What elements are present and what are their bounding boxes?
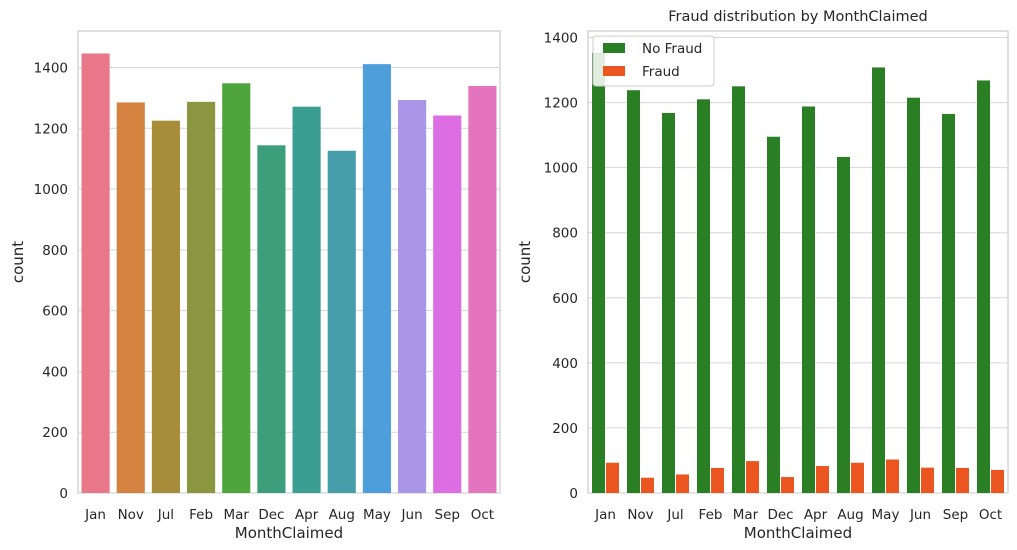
y-tick-label: 1400 — [34, 60, 68, 76]
x-tick-label: Jul — [666, 507, 683, 523]
bar — [433, 115, 462, 493]
bar — [81, 53, 110, 494]
chart-monthclaimed-count: Jan Nov Jul Feb Mar Dec Apr Aug May Jun Sep Oct 0 20… — [9, 30, 501, 542]
x-tick-label: Nov — [627, 507, 653, 523]
y-tick-label: 800 — [42, 243, 68, 259]
x-tick-label: Aug — [837, 507, 863, 523]
bar-fraud — [851, 462, 864, 493]
bar-fraud — [606, 462, 619, 493]
y-tick-labels: 0 200 400 600 800 1000 1200 1400 — [544, 31, 578, 502]
y-tick-label: 1000 — [34, 182, 68, 198]
y-tick-label: 400 — [42, 364, 68, 380]
x-tick-label: Apr — [295, 507, 319, 523]
y-axis-label: count — [9, 241, 27, 283]
x-tick-label: Mar — [224, 507, 250, 523]
bar-fraud — [991, 469, 1004, 493]
y-tick-label: 0 — [59, 486, 68, 502]
y-tick-label: 400 — [552, 356, 578, 372]
bar-fraud — [921, 467, 934, 493]
bar — [362, 64, 391, 494]
bars — [81, 53, 497, 494]
y-tick-label: 800 — [552, 226, 578, 242]
legend: No Fraud Fraud — [592, 35, 715, 87]
bar-no-fraud — [942, 113, 955, 494]
y-tick-labels: 0 200 400 600 800 1000 1200 1400 — [34, 60, 68, 502]
bar-fraud — [676, 474, 689, 493]
x-tick-label: Aug — [329, 507, 355, 523]
bar-no-fraud — [662, 112, 675, 493]
bar-no-fraud — [907, 97, 920, 494]
bar-no-fraud — [872, 67, 885, 493]
y-tick-label: 1400 — [544, 31, 578, 47]
bar-no-fraud — [802, 106, 815, 493]
chart-title: Fraud distribution by MonthClaimed — [668, 9, 928, 25]
x-tick-label: Jul — [157, 507, 174, 523]
y-tick-label: 1200 — [34, 121, 68, 137]
bar — [327, 150, 356, 494]
bar-fraud — [886, 459, 899, 493]
gridlines — [78, 66, 500, 494]
x-tick-label: Apr — [804, 507, 828, 523]
plot-area — [587, 30, 1009, 494]
x-tick-labels: Jan Nov Jul Feb Mar Dec Apr Aug May Jun Sep Oct — [84, 507, 494, 523]
bar-no-fraud — [767, 136, 780, 493]
bars — [592, 52, 1004, 494]
x-tick-label: Sep — [943, 507, 968, 523]
x-tick-label: Jun — [401, 507, 423, 523]
bar — [116, 102, 145, 493]
bar — [222, 83, 251, 494]
y-tick-label: 1200 — [544, 96, 578, 112]
plot-area — [77, 30, 501, 494]
x-tick-label: Jun — [909, 507, 931, 523]
bar-fraud — [816, 465, 829, 493]
y-tick-label: 0 — [569, 486, 578, 502]
x-tick-label: Dec — [767, 507, 793, 523]
bar-no-fraud — [977, 80, 990, 493]
x-tick-label: Mar — [733, 507, 759, 523]
y-tick-label: 200 — [42, 425, 68, 441]
y-tick-label: 600 — [552, 291, 578, 307]
x-tick-label: May — [363, 507, 391, 523]
bar — [468, 86, 497, 494]
x-tick-label: Jan — [84, 507, 106, 523]
y-tick-label: 200 — [552, 421, 578, 437]
x-tick-label: Feb — [699, 507, 723, 523]
x-tick-label: Oct — [471, 507, 494, 523]
bar-no-fraud — [697, 99, 710, 493]
x-axis-label: MonthClaimed — [744, 524, 852, 542]
bar-fraud — [711, 467, 724, 493]
legend-label-no-fraud: No Fraud — [642, 41, 702, 57]
bar-fraud — [746, 461, 759, 493]
x-tick-label: Feb — [189, 507, 213, 523]
bar — [292, 106, 321, 493]
legend-swatch-fraud — [603, 66, 625, 76]
bar — [151, 120, 180, 493]
bar — [257, 145, 286, 493]
bar-fraud — [641, 477, 654, 493]
chart-fraud-distribution: Fraud distribution by MonthClaimed Jan No… — [516, 9, 1009, 542]
bar-fraud — [956, 467, 969, 493]
x-axis-label: MonthClaimed — [235, 524, 343, 542]
bar — [187, 101, 216, 494]
y-tick-label: 600 — [42, 304, 68, 320]
x-tick-label: Sep — [435, 507, 460, 523]
bar-no-fraud — [732, 86, 745, 493]
bar-no-fraud — [592, 52, 605, 494]
x-tick-label: Oct — [979, 507, 1002, 523]
legend-swatch-no-fraud — [603, 43, 625, 53]
bar — [398, 99, 427, 493]
x-tick-label: Nov — [118, 507, 144, 523]
bar-fraud — [781, 477, 794, 493]
bar-no-fraud — [837, 156, 850, 494]
bar-no-fraud — [627, 90, 640, 493]
x-tick-label: May — [872, 507, 900, 523]
x-tick-label: Dec — [258, 507, 284, 523]
y-axis-label: count — [516, 241, 534, 283]
x-tick-label: Jan — [594, 507, 616, 523]
x-tick-labels: Jan Nov Jul Feb Mar Dec Apr Aug May Jun Sep Oct — [594, 507, 1002, 523]
y-tick-label: 1000 — [544, 161, 578, 177]
legend-label-fraud: Fraud — [642, 64, 680, 80]
